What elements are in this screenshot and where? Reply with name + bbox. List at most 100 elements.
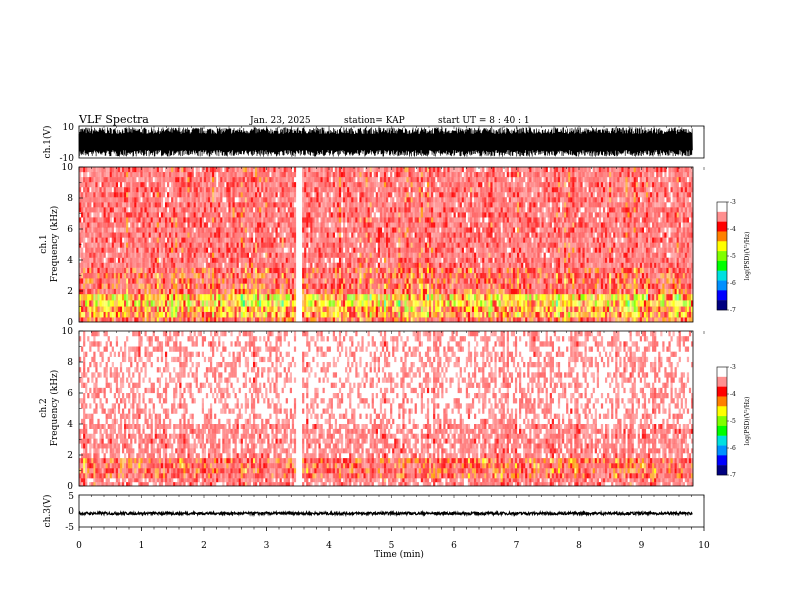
spectrogram-cell bbox=[154, 311, 157, 318]
spectrogram-cell bbox=[144, 167, 147, 173]
spectrogram-cell bbox=[338, 311, 342, 318]
spectrogram-cell bbox=[279, 283, 282, 289]
spectrogram-cell bbox=[238, 192, 241, 198]
spectrogram-cell bbox=[361, 202, 364, 208]
spectrogram-cell bbox=[369, 167, 372, 173]
spectrogram-cell bbox=[156, 247, 159, 253]
spectrogram-cell bbox=[136, 202, 139, 208]
spectrogram-cell bbox=[365, 212, 368, 218]
spectrogram-cell bbox=[189, 288, 192, 295]
spectrogram-cell bbox=[363, 273, 366, 279]
spectrogram-cell bbox=[420, 306, 423, 313]
spectrogram-cell bbox=[273, 197, 276, 203]
spectrogram-cell bbox=[293, 288, 297, 295]
spectrogram-cell bbox=[377, 317, 381, 323]
spectrogram-cell bbox=[183, 273, 186, 279]
spectrogram-cell bbox=[115, 247, 119, 253]
spectrogram-cell bbox=[164, 252, 168, 258]
spectrogram-cell bbox=[191, 283, 194, 289]
spectrogram-cell bbox=[187, 283, 190, 289]
spectrogram-cell bbox=[197, 283, 200, 289]
spectrogram-cell bbox=[302, 317, 305, 323]
spectrogram-cell bbox=[191, 294, 194, 301]
spectrogram-cell bbox=[267, 294, 270, 301]
spectrogram-cell bbox=[363, 283, 366, 289]
spectrogram-cell bbox=[134, 311, 137, 318]
spectrogram-cell bbox=[400, 278, 403, 284]
spectrogram-cell bbox=[349, 192, 352, 198]
spectrogram-cell bbox=[240, 192, 243, 198]
spectrogram-cell bbox=[291, 257, 295, 263]
spectrogram-cell bbox=[336, 311, 340, 318]
spectrogram-cell bbox=[158, 288, 162, 295]
spectrogram-cell bbox=[347, 257, 350, 263]
spectrogram-cell bbox=[101, 283, 104, 289]
spectrogram-cell bbox=[318, 232, 321, 238]
spectrogram-cell bbox=[396, 212, 399, 218]
spectrogram-cell bbox=[173, 311, 176, 318]
spectrogram-cell bbox=[426, 192, 430, 198]
spectrogram-cell bbox=[203, 182, 207, 188]
spectrogram-cell bbox=[119, 167, 123, 173]
spectrogram-cell bbox=[224, 306, 227, 313]
spectrogram-cell bbox=[328, 262, 331, 268]
spectrogram-cell bbox=[162, 192, 166, 198]
spectrogram-cell bbox=[279, 252, 282, 258]
spectrogram-cell bbox=[363, 267, 366, 274]
spectrogram-cell bbox=[261, 252, 264, 258]
spectrogram-cell bbox=[263, 273, 266, 279]
spectrogram-cell bbox=[124, 267, 127, 274]
spectrogram-cell bbox=[117, 232, 121, 238]
spectrogram-cell bbox=[169, 311, 172, 318]
spectrogram-cell bbox=[113, 306, 116, 313]
spectrogram-cell bbox=[173, 242, 176, 248]
spectrogram-cell bbox=[136, 207, 139, 213]
spectrogram-cell bbox=[271, 207, 274, 213]
spectrogram-cell bbox=[291, 197, 295, 203]
spectrogram-cell bbox=[232, 172, 235, 178]
spectrogram-cell bbox=[416, 267, 419, 274]
spectrogram-cell bbox=[154, 172, 157, 178]
spectrogram-cell bbox=[95, 273, 98, 279]
spectrogram-cell bbox=[400, 167, 403, 173]
spectrogram-cell bbox=[216, 192, 219, 198]
spectrogram-cell bbox=[83, 242, 86, 248]
spectrogram-cell bbox=[416, 182, 419, 188]
spectrogram-cell bbox=[257, 273, 260, 279]
spectrogram-cell bbox=[169, 212, 172, 218]
spectrogram-cell bbox=[156, 306, 159, 313]
spectrogram-cell bbox=[195, 197, 198, 203]
start-time-label: start UT = 8 : 40 : 1 bbox=[438, 116, 530, 126]
spectrogram-cell bbox=[316, 283, 319, 289]
spectrogram-cell bbox=[238, 217, 241, 223]
spectrogram-cell bbox=[369, 187, 372, 193]
spectrogram-cell bbox=[103, 202, 106, 208]
spectrogram-cell bbox=[412, 212, 415, 218]
spectrogram-cell bbox=[314, 207, 317, 213]
spectrogram-cell bbox=[361, 267, 364, 274]
spectrogram-cell bbox=[383, 262, 387, 268]
spectrogram-cell bbox=[199, 222, 202, 228]
spectrogram-cell bbox=[371, 267, 374, 274]
spectrogram-cell bbox=[367, 267, 370, 274]
spectrogram-cell bbox=[117, 222, 121, 228]
spectrogram-cell bbox=[146, 177, 149, 183]
spectrogram-cell bbox=[228, 306, 231, 313]
spectrogram-cell bbox=[269, 273, 272, 279]
spectrogram-cell bbox=[95, 317, 98, 323]
spectrogram-cell bbox=[318, 167, 321, 173]
spectrogram-cell bbox=[338, 202, 342, 208]
spectrogram-cell bbox=[426, 182, 430, 188]
spectrogram-cell bbox=[115, 262, 119, 268]
spectrogram-cell bbox=[326, 317, 329, 323]
spectrogram-cell bbox=[396, 227, 399, 233]
spectrogram-cell bbox=[109, 207, 112, 213]
spectrogram-cell bbox=[111, 273, 114, 279]
spectrogram-cell bbox=[244, 192, 247, 198]
spectrogram-cell bbox=[398, 278, 401, 284]
spectrogram-cell bbox=[377, 300, 381, 307]
spectrogram-cell bbox=[248, 257, 252, 263]
spectrogram-cell bbox=[246, 283, 250, 289]
spectrogram-cell bbox=[158, 252, 162, 258]
spectrogram-cell bbox=[132, 278, 135, 284]
